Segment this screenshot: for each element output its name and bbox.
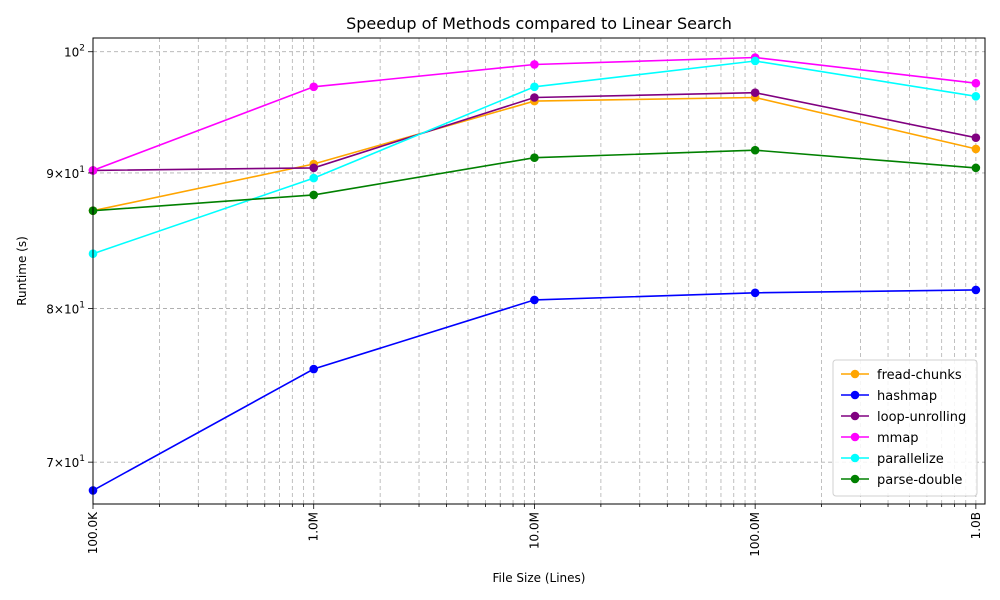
legend-item: parallelize [841, 452, 944, 467]
x-axis-label: File Size (Lines) [493, 571, 586, 585]
data-point [750, 88, 760, 98]
axis-ticks: 100.0K 1.0M 10.0M 100.0M 1.0B 7×101 8×101 9×101… [46, 44, 983, 557]
data-point [750, 56, 760, 66]
data-point [971, 133, 981, 143]
y-tick-label: 102 [64, 44, 85, 60]
data-point [971, 144, 981, 154]
series-hashmap [88, 285, 981, 495]
x-tick-label: 100.0K [86, 511, 100, 554]
data-point [971, 78, 981, 88]
y-tick-label: 7×101 [46, 454, 85, 470]
legend-item: hashmap [841, 389, 937, 404]
plot-frame [92, 37, 986, 505]
legend-label: fread-chunks [877, 368, 962, 383]
data-point [750, 288, 760, 298]
y-tick-label: 8×101 [46, 300, 85, 316]
y-tick-label: 9×101 [46, 165, 85, 181]
legend-label: loop-unrolling [877, 410, 966, 425]
data-point [309, 82, 319, 92]
data-point [309, 190, 319, 200]
legend-swatch-marker [850, 474, 860, 484]
x-tick-label: 10.0M [527, 512, 541, 549]
x-tick-label: 100.0M [748, 512, 762, 557]
data-point [530, 295, 539, 305]
legend-swatch-marker [850, 390, 860, 400]
legend-item: fread-chunks [841, 368, 962, 383]
legend-swatch-marker [850, 453, 860, 463]
x-tick-label: 1.0B [969, 512, 983, 539]
data-point [971, 285, 981, 295]
legend-label: mmap [877, 431, 919, 446]
data-point [530, 153, 539, 163]
data-point [309, 173, 319, 183]
legend-label: parse-double [877, 473, 962, 488]
data-point [309, 163, 319, 173]
data-point [971, 163, 981, 173]
legend-item: mmap [841, 431, 919, 446]
series-layer [88, 53, 981, 495]
data-point [530, 93, 539, 102]
data-point [530, 82, 539, 92]
series-mmap [88, 53, 981, 175]
x-tick-label: 1.0M [307, 512, 321, 541]
legend-swatch-marker [850, 411, 860, 421]
data-point [971, 92, 981, 101]
legend-label: hashmap [877, 389, 937, 404]
legend-frame [832, 359, 978, 497]
legend-item: loop-unrolling [841, 410, 966, 425]
y-axis-label: Runtime (s) [15, 236, 29, 306]
legend: fread-chunks hashmap loop-unrolling mmap par… [832, 359, 978, 497]
series-parallelize [88, 56, 981, 259]
chart-title: Speedup of Methods compared to Linear Se… [346, 14, 732, 33]
legend-swatch-marker [850, 369, 860, 379]
data-point [309, 364, 319, 374]
legend-swatch-marker [850, 432, 860, 442]
data-point [530, 60, 539, 69]
data-point [750, 145, 760, 155]
legend-label: parallelize [877, 452, 944, 467]
legend-item: parse-double [841, 473, 962, 488]
grid [92, 38, 985, 504]
